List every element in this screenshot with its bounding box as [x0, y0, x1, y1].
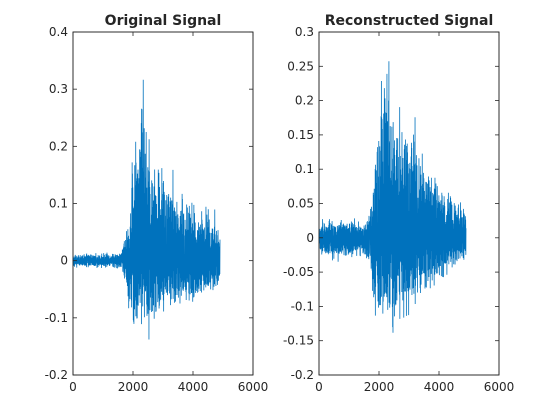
- y-tick-label: 0.15: [287, 128, 314, 142]
- y-tick-label: -0.15: [283, 334, 314, 348]
- y-tick-label: 0.3: [295, 25, 314, 39]
- y-tick-label: 0: [60, 254, 68, 268]
- y-tick-label: -0.05: [283, 265, 314, 279]
- x-tick-label: 0: [315, 380, 323, 394]
- x-tick-label: 2000: [364, 380, 395, 394]
- y-tick-label: 0.4: [49, 25, 68, 39]
- chart-title: Original Signal: [105, 13, 222, 29]
- x-tick-label: 2000: [118, 380, 149, 394]
- subplot-original-signal: 0 2000 4000 6000 -0.2 -0.1 0 0.1 0.2 0.3 0.4 Origin…: [45, 13, 269, 394]
- signal-line: [72, 79, 221, 340]
- y-tick-label: 0.25: [287, 59, 314, 73]
- y-tick-label: 0.1: [49, 197, 68, 211]
- x-tick-label: 0: [69, 380, 77, 394]
- x-tick-label: 6000: [484, 380, 515, 394]
- plot-area: [318, 31, 500, 376]
- y-tick-label: -0.2: [291, 368, 314, 382]
- y-tick-label: -0.1: [291, 299, 314, 313]
- y-tick-label: -0.2: [45, 368, 68, 382]
- y-tick-label: 0.1: [295, 162, 314, 176]
- chart-title: Reconstructed Signal: [325, 13, 494, 29]
- y-tick-label: -0.1: [45, 311, 68, 325]
- y-tick-label: 0: [306, 231, 314, 245]
- y-tick-label: 0.2: [49, 139, 68, 153]
- x-tick-label: 4000: [424, 380, 455, 394]
- y-tick-label: 0.05: [287, 197, 314, 211]
- x-tick-label: 4000: [178, 380, 209, 394]
- subplot-reconstructed-signal: 0 2000 4000 6000 -0.2 -0.15 -0.1 -0.05 0 0.05 0.1 0…: [283, 13, 514, 394]
- signal-line: [318, 61, 467, 333]
- x-tick-label: 6000: [238, 380, 269, 394]
- y-tick-label: 0.2: [295, 94, 314, 108]
- y-tick-label: 0.3: [49, 82, 68, 96]
